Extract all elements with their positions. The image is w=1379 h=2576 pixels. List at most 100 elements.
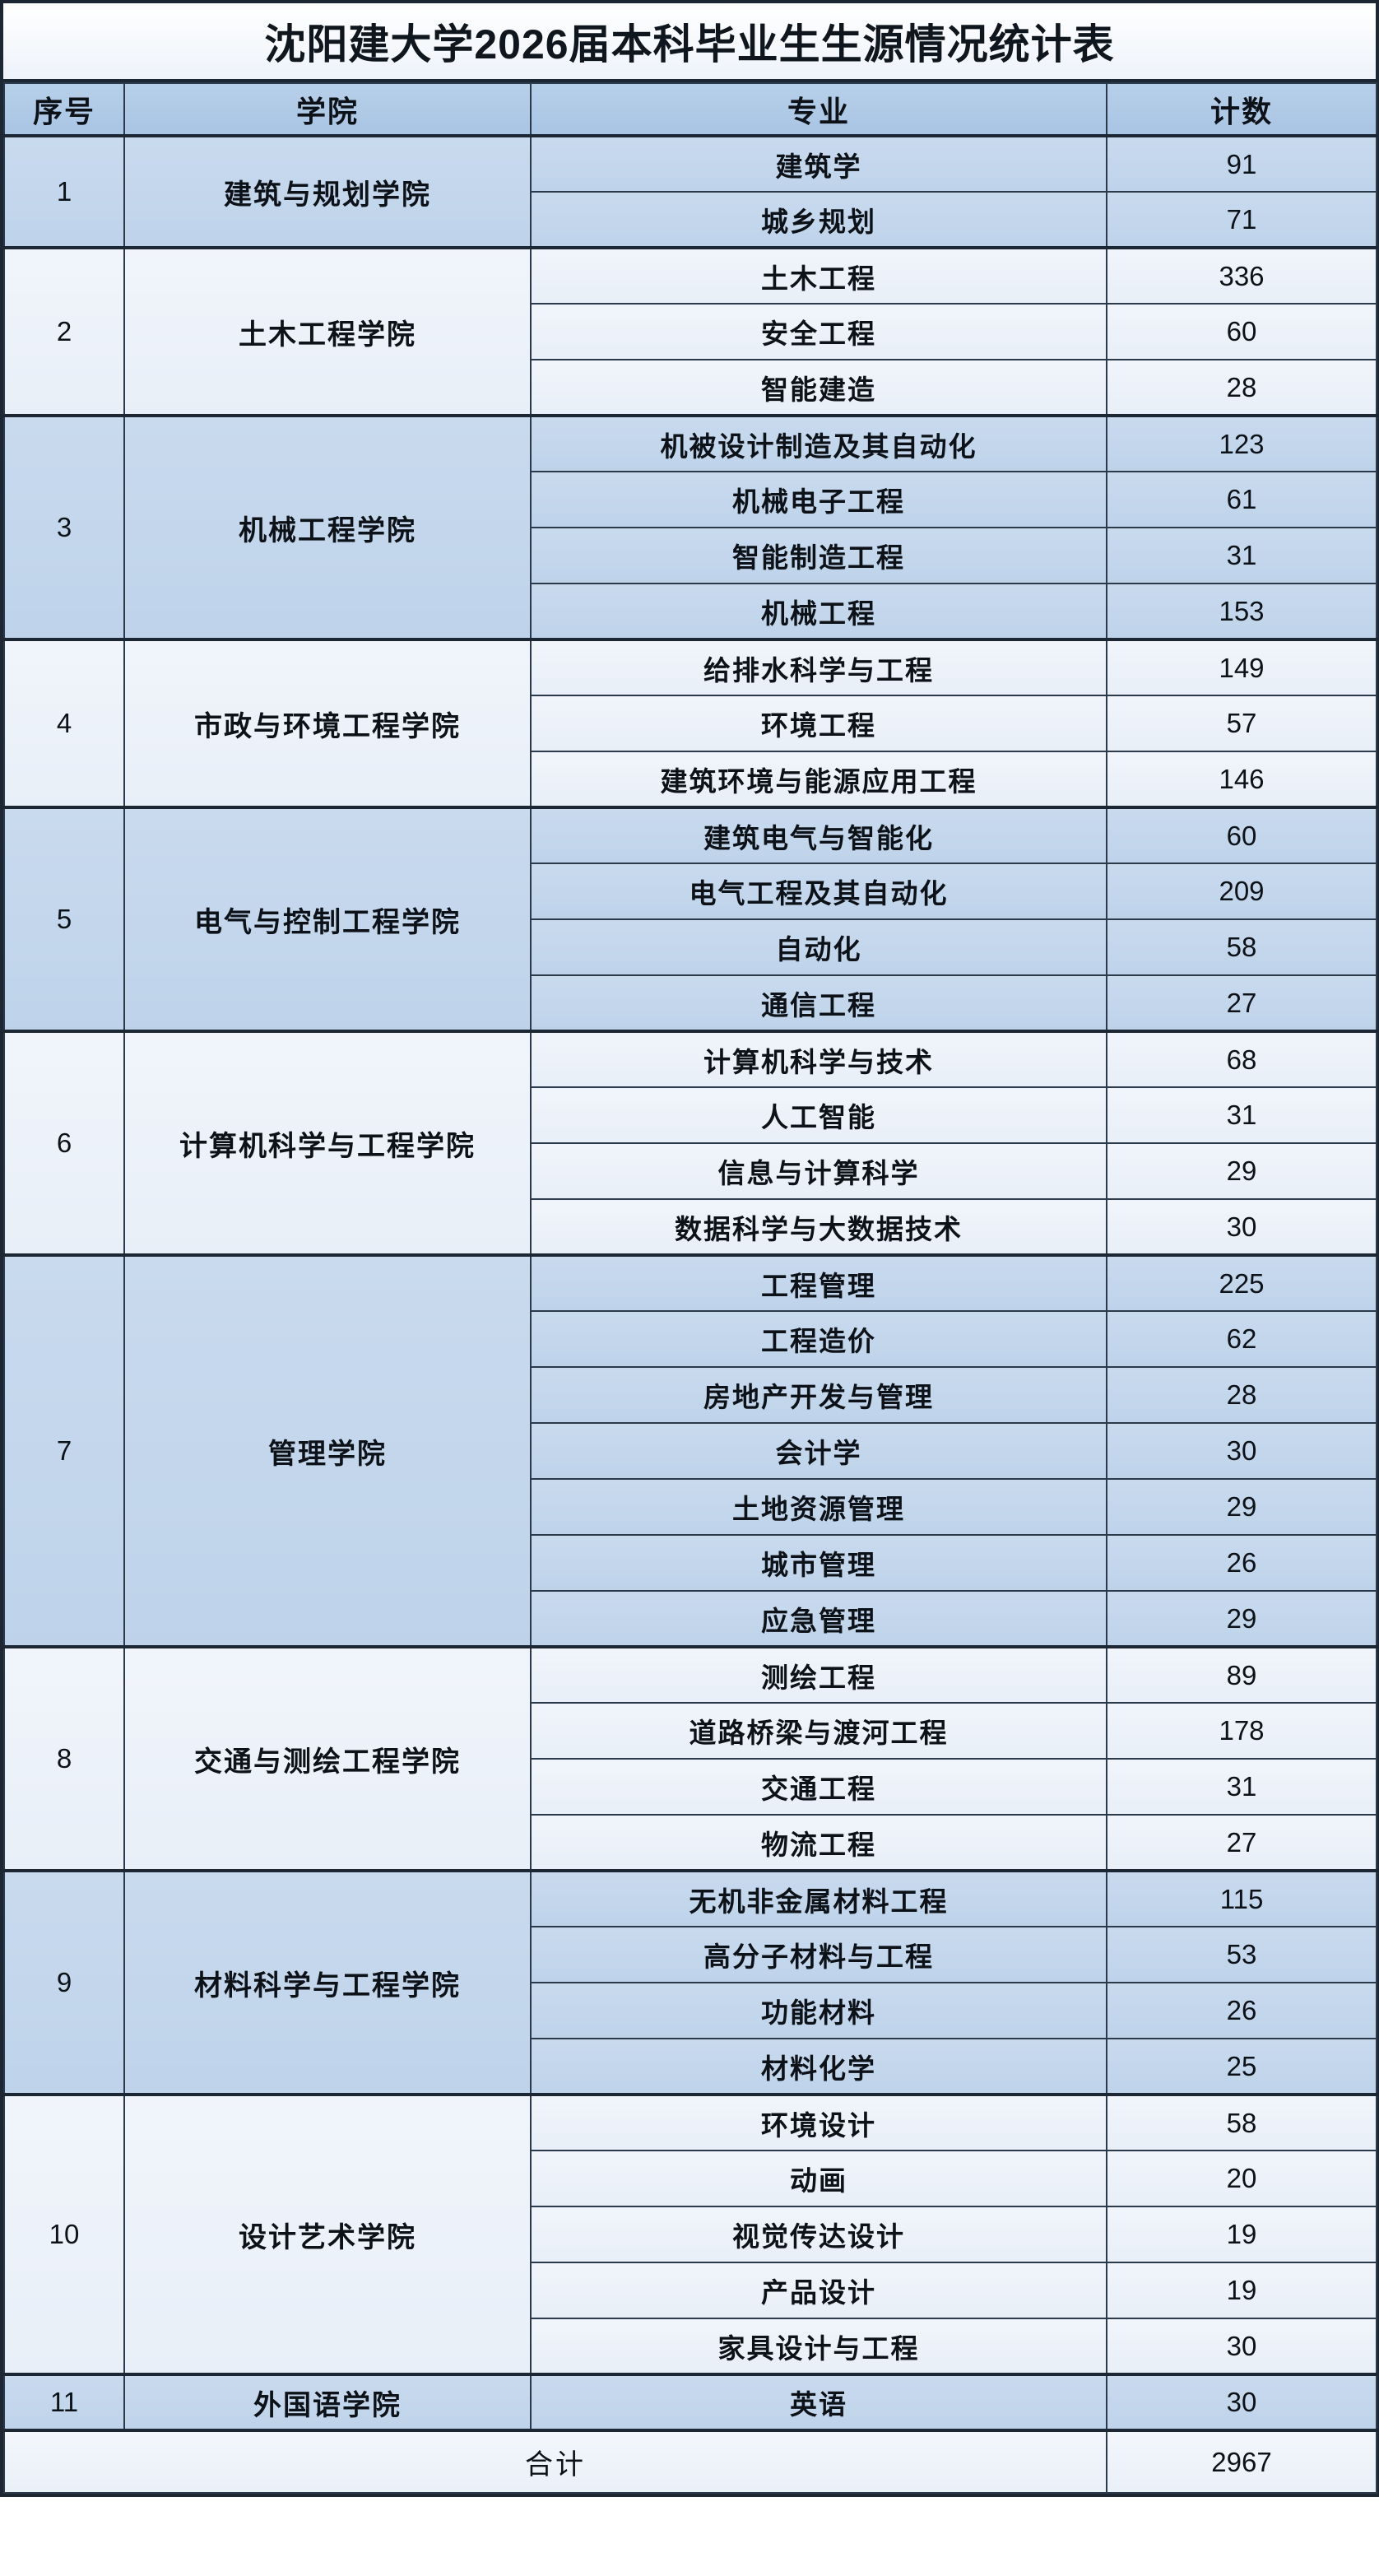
cell-count: 27 — [1106, 1814, 1377, 1872]
cell-count: 149 — [1106, 638, 1377, 696]
cell-count: 31 — [1106, 527, 1377, 584]
cell-major: 安全工程 — [530, 303, 1107, 360]
cell-count: 30 — [1106, 1422, 1377, 1480]
table-row: 安全工程 60 — [4, 303, 1377, 360]
cell-major: 环境工程 — [530, 695, 1107, 752]
cell-index: 11 — [3, 2373, 125, 2431]
table-row: 环境工程 57 — [4, 695, 1377, 752]
cell-major: 建筑环境与能源应用工程 — [530, 751, 1107, 808]
cell-count: 30 — [1106, 2373, 1377, 2431]
cell-major: 动画 — [530, 2150, 1107, 2207]
table-row: 房地产开发与管理 28 — [4, 1366, 1377, 1424]
cell-major: 自动化 — [530, 918, 1107, 976]
cell-major: 英语 — [530, 2373, 1107, 2431]
cell-major: 材料化学 — [530, 2038, 1107, 2095]
cell-major: 测绘工程 — [530, 1645, 1107, 1704]
table-row: 建筑环境与能源应用工程 146 — [4, 751, 1377, 808]
table-row: 土地资源管理 29 — [4, 1478, 1377, 1536]
table-row: 10 设计艺术学院 环境设计 58 — [3, 2093, 1377, 2375]
cell-count: 20 — [1106, 2150, 1377, 2207]
table-row: 工程造价 62 — [4, 1310, 1377, 1368]
table-row: 材料化学 25 — [4, 2038, 1377, 2095]
table-row: 道路桥梁与渡河工程 178 — [4, 1702, 1377, 1760]
table-row: 智能制造工程 31 — [4, 527, 1377, 584]
column-header-count: 计数 — [1106, 82, 1377, 137]
cell-index: 1 — [3, 134, 125, 249]
table-row: 机械电子工程 61 — [4, 471, 1377, 528]
cell-major: 工程造价 — [530, 1310, 1107, 1368]
cell-college: 交通与测绘工程学院 — [123, 1645, 532, 1872]
cell-count: 115 — [1106, 1869, 1377, 1927]
cell-count: 178 — [1106, 1702, 1377, 1760]
cell-count: 60 — [1106, 303, 1377, 360]
cell-count: 26 — [1106, 1534, 1377, 1592]
table-row: 9 材料科学与工程学院 无机非金属材料工程 115 — [3, 1869, 1377, 2095]
cell-count: 53 — [1106, 1926, 1377, 1983]
statistics-sheet: 沈阳建大学2026届本科毕业生生源情况统计表 序号 学院 专业 计数 1 建筑与规… — [0, 0, 1379, 2497]
cell-major: 交通工程 — [530, 1758, 1107, 1816]
total-label: 合计 — [3, 2429, 1107, 2494]
cell-college: 管理学院 — [123, 1253, 532, 1648]
cell-count: 25 — [1106, 2038, 1377, 2095]
cell-count: 146 — [1106, 751, 1377, 808]
table-row: 7 管理学院 工程管理 225 — [3, 1253, 1377, 1648]
table-row: 动画 20 — [4, 2150, 1377, 2207]
cell-major: 智能建造 — [530, 359, 1107, 416]
cell-college: 外国语学院 — [123, 2373, 532, 2431]
cell-major: 通信工程 — [530, 974, 1107, 1032]
cell-major: 视觉传达设计 — [530, 2206, 1107, 2263]
cell-college: 市政与环境工程学院 — [123, 638, 532, 808]
total-row: 合计 2967 — [3, 2429, 1377, 2494]
cell-college: 土木工程学院 — [123, 246, 532, 416]
cell-count: 58 — [1106, 2093, 1377, 2151]
cell-count: 28 — [1106, 359, 1377, 416]
cell-major: 机械电子工程 — [530, 471, 1107, 528]
table-row: 电气工程及其自动化 209 — [4, 863, 1377, 920]
table-row: 城乡规划 71 — [4, 191, 1377, 249]
cell-index: 9 — [3, 1869, 125, 2095]
table-row: 高分子材料与工程 53 — [4, 1926, 1377, 1983]
cell-count: 29 — [1106, 1590, 1377, 1648]
table-row: 数据科学与大数据技术 30 — [4, 1198, 1377, 1256]
table-row: 8 交通与测绘工程学院 测绘工程 89 — [3, 1645, 1377, 1872]
cell-count: 68 — [1106, 1030, 1377, 1088]
table-row: 5 电气与控制工程学院 建筑电气与智能化 60 — [3, 806, 1377, 1032]
cell-college: 材料科学与工程学院 — [123, 1869, 532, 2095]
enrollment-table: 序号 学院 专业 计数 1 建筑与规划学院 建筑学 91 城乡规划 71 2 土木工程学院 土木… — [3, 82, 1377, 2494]
table-row: 智能建造 28 — [4, 359, 1377, 416]
cell-major: 产品设计 — [530, 2262, 1107, 2319]
cell-major: 会计学 — [530, 1422, 1107, 1480]
table-row: 物流工程 27 — [4, 1814, 1377, 1872]
table-row: 机械工程 153 — [4, 583, 1377, 640]
cell-index: 7 — [3, 1253, 125, 1648]
cell-major: 家具设计与工程 — [530, 2318, 1107, 2375]
cell-major: 道路桥梁与渡河工程 — [530, 1702, 1107, 1760]
cell-count: 57 — [1106, 695, 1377, 752]
table-row: 城市管理 26 — [4, 1534, 1377, 1592]
cell-count: 27 — [1106, 974, 1377, 1032]
table-row: 信息与计算科学 29 — [4, 1142, 1377, 1200]
table-row: 应急管理 29 — [4, 1590, 1377, 1648]
cell-count: 58 — [1106, 918, 1377, 976]
cell-major: 建筑电气与智能化 — [530, 806, 1107, 864]
cell-index: 4 — [3, 638, 125, 808]
table-row: 通信工程 27 — [4, 974, 1377, 1032]
table-row: 会计学 30 — [4, 1422, 1377, 1480]
cell-major: 工程管理 — [530, 1253, 1107, 1312]
cell-college: 建筑与规划学院 — [123, 134, 532, 249]
table-row: 6 计算机科学与工程学院 计算机科学与技术 68 — [3, 1030, 1377, 1256]
table-row: 4 市政与环境工程学院 给排水科学与工程 149 — [3, 638, 1377, 808]
table-row: 3 机械工程学院 机被设计制造及其自动化 123 — [3, 414, 1377, 640]
cell-count: 89 — [1106, 1645, 1377, 1704]
cell-major: 电气工程及其自动化 — [530, 863, 1107, 920]
cell-count: 61 — [1106, 471, 1377, 528]
cell-major: 城市管理 — [530, 1534, 1107, 1592]
cell-college: 设计艺术学院 — [123, 2093, 532, 2375]
cell-major: 城乡规划 — [530, 191, 1107, 249]
column-header-major: 专业 — [530, 82, 1107, 137]
page-title: 沈阳建大学2026届本科毕业生生源情况统计表 — [264, 21, 1115, 67]
total-value: 2967 — [1106, 2429, 1377, 2494]
cell-count: 153 — [1106, 583, 1377, 640]
cell-major: 功能材料 — [530, 1982, 1107, 2039]
cell-major: 物流工程 — [530, 1814, 1107, 1872]
